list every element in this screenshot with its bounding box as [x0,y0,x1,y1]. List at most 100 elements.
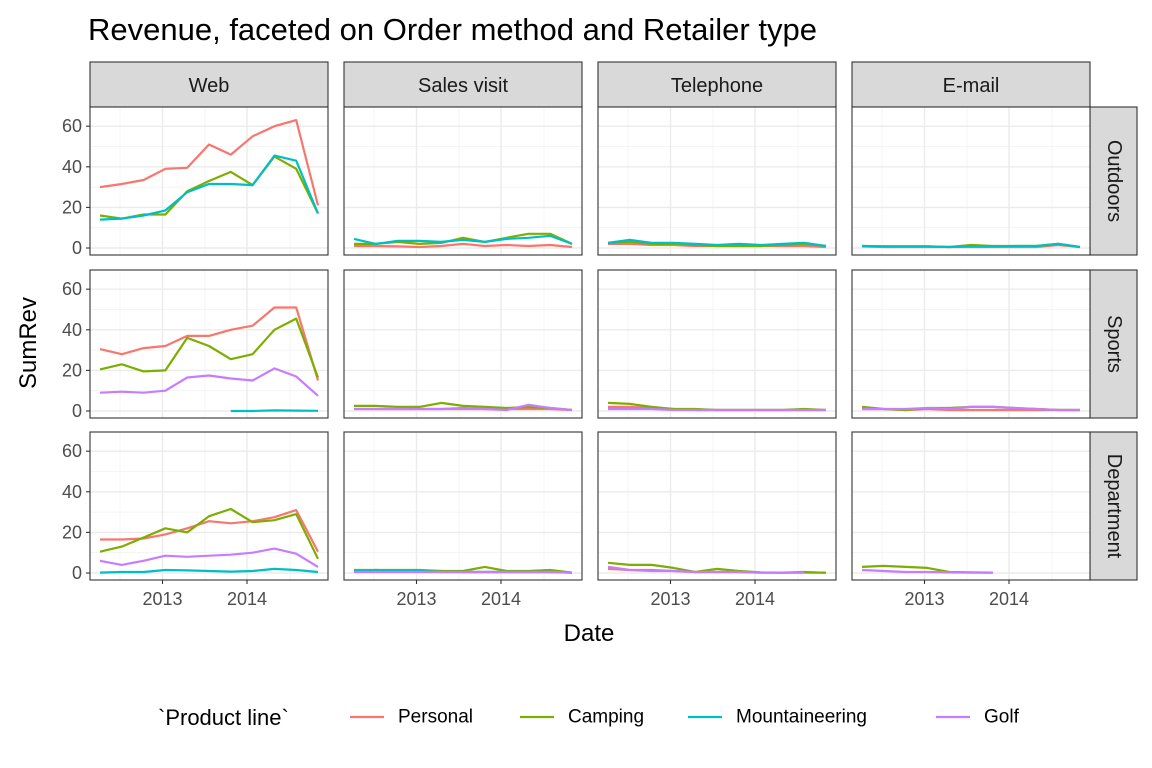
panel-department-telephone [598,432,836,580]
x-tick-label: 2013 [904,589,944,609]
y-axis-title: SumRev [15,297,42,389]
row-strip-bg [1089,106,1138,256]
y-tick-label: 0 [72,238,82,258]
series-line-personal [354,242,573,249]
panel-bg [598,107,836,255]
column-strip-label: Sales visit [418,75,508,97]
y-tick-label: 60 [62,279,82,299]
column-strip-bg [597,61,837,108]
legend: `Product line` Personal Camping Mountainee… [158,705,1020,730]
series-line-golf [608,407,826,412]
column-strip-label: Telephone [671,75,763,97]
panel-bg [852,270,1090,418]
series-group-sports-web [99,306,320,413]
panel-border [851,431,1091,581]
column-strip-label: E-mail [943,75,1000,97]
panel-department-web [90,432,328,580]
y-tick-label: 60 [62,116,82,136]
series-line-mountaineering [607,238,827,248]
y-tick-label: 0 [72,563,82,583]
row-strip-label: Outdoors [1103,140,1125,222]
series-line-mountaineering [353,234,573,245]
column-strip-bg [343,61,583,108]
series-line-golf [354,570,573,574]
panel-bg [852,107,1090,255]
series-group-department-sales-visit [353,565,573,574]
series-line-mountaineering [230,409,319,413]
x-tick-label: 2013 [142,589,182,609]
panel-border [597,431,837,581]
column-strip-sales-visit: Sales visit [343,61,583,108]
panel-bg [598,270,836,418]
series-line-golf [354,403,573,412]
series-group-outdoors-sales-visit [353,232,573,249]
panel-sports-web [90,270,328,418]
panel-border [89,106,329,256]
panel-border [343,269,583,419]
panel-border [89,269,329,419]
series-group-department-e-mail [861,564,993,574]
series-group-sports-sales-visit [354,401,573,412]
series-line-golf [99,547,319,568]
y-tick-label: 20 [62,197,82,217]
x-axis-title: Date [564,620,615,647]
y-tick-label: 20 [62,522,82,542]
x-tick-label: 2014 [735,589,775,609]
column-strip-label: Web [189,75,230,97]
panel-sports-telephone [598,270,836,418]
panel-department-sales-visit [344,432,582,580]
x-tick-label: 2013 [650,589,690,609]
series-group-department-web [99,507,319,574]
panel-border [851,269,1091,419]
panel-border [343,106,583,256]
x-tick-label: 2014 [481,589,521,609]
series-group-outdoors-telephone [607,238,827,249]
panel-outdoors-e-mail [852,107,1090,255]
x-tick-label: 2014 [989,589,1029,609]
row-strip-outdoors: Outdoors [1089,106,1138,256]
panel-department-e-mail [852,432,1090,580]
panel-border [597,106,837,256]
y-tick-label: 60 [62,441,82,461]
series-line-golf [861,568,993,574]
legend-item-personal: Personal [350,707,473,728]
legend-item-golf: Golf [936,707,1020,728]
series-line-camping [99,507,319,560]
column-strip-e-mail: E-mail [851,61,1091,108]
panel-border [851,106,1091,256]
panel-outdoors-telephone [598,107,836,255]
panel-outdoors-web [90,107,328,255]
series-line-mountaineering [99,567,319,574]
y-tick-label: 0 [72,401,82,421]
panel-outdoors-sales-visit [344,107,582,255]
panel-sports-e-mail [852,270,1090,418]
legend-item-camping: Camping [520,707,644,728]
y-tick-label: 40 [62,482,82,502]
column-strip-web: Web [89,61,329,108]
series-group-sports-telephone [607,401,827,412]
series-line-personal [100,509,319,553]
y-tick-label: 40 [62,320,82,340]
row-strip-department: Department [1089,431,1138,581]
x-tick-label: 2014 [227,589,267,609]
legend-label: Mountaineering [736,707,867,728]
series-line-camping [99,317,320,378]
chart-title: Revenue, faceted on Order method and Ret… [88,12,817,47]
legend-label: Camping [568,707,644,728]
x-tick-label: 2013 [396,589,436,609]
panel-border [343,431,583,581]
panel-sports-sales-visit [344,270,582,418]
panel-border [89,431,329,581]
series-group-sports-e-mail [861,405,1080,412]
row-strip-label: Department [1103,454,1125,559]
series-line-personal [99,119,320,206]
panel-bg [344,107,582,255]
y-tick-label: 40 [62,157,82,177]
series-line-mountaineering [99,154,320,221]
legend-title: `Product line` [158,705,289,730]
column-strip-telephone: Telephone [597,61,837,108]
panel-bg [90,432,328,580]
series-group-outdoors-e-mail [861,242,1081,249]
series-line-mountaineering [861,242,1081,249]
